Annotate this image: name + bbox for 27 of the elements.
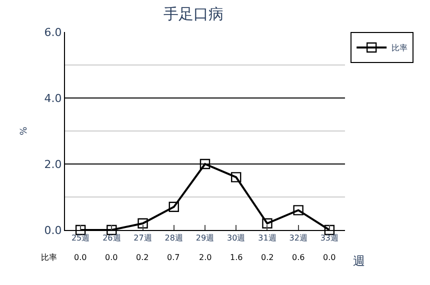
x-axis-title: 週: [353, 254, 365, 268]
data-label: 0.0: [74, 253, 87, 262]
x-tick-label: 32週: [289, 234, 308, 243]
x-tick-label: 27週: [134, 234, 152, 243]
x-tick-label: 25週: [71, 234, 90, 243]
data-label: 0.7: [167, 253, 180, 262]
x-tick-label: 31週: [258, 234, 276, 243]
y-tick-label: 4.0: [44, 92, 62, 105]
y-tick-label: 0.0: [44, 224, 62, 237]
chart-title: 手足口病: [164, 5, 224, 24]
y-axis-title: %: [20, 126, 30, 136]
data-label: 2.0: [199, 253, 212, 262]
legend-label: 比率: [392, 44, 408, 53]
data-label: 0.6: [292, 253, 305, 262]
x-tick-label: 26週: [102, 234, 121, 243]
x-tick-label: 33週: [320, 234, 339, 243]
data-label: 0.2: [261, 253, 274, 262]
y-tick-label: 6.0: [44, 26, 62, 39]
text: 比率: [41, 253, 57, 262]
x-tick-label: 29週: [196, 234, 214, 243]
x-tick-label: 28週: [164, 234, 183, 243]
data-label: 0.0: [105, 253, 118, 262]
data-label: 1.6: [230, 253, 243, 262]
data-label: 0.0: [323, 253, 336, 262]
y-tick-label: 2.0: [44, 158, 62, 171]
data-label: 0.2: [136, 253, 149, 262]
x-tick-label: 30週: [227, 234, 246, 243]
